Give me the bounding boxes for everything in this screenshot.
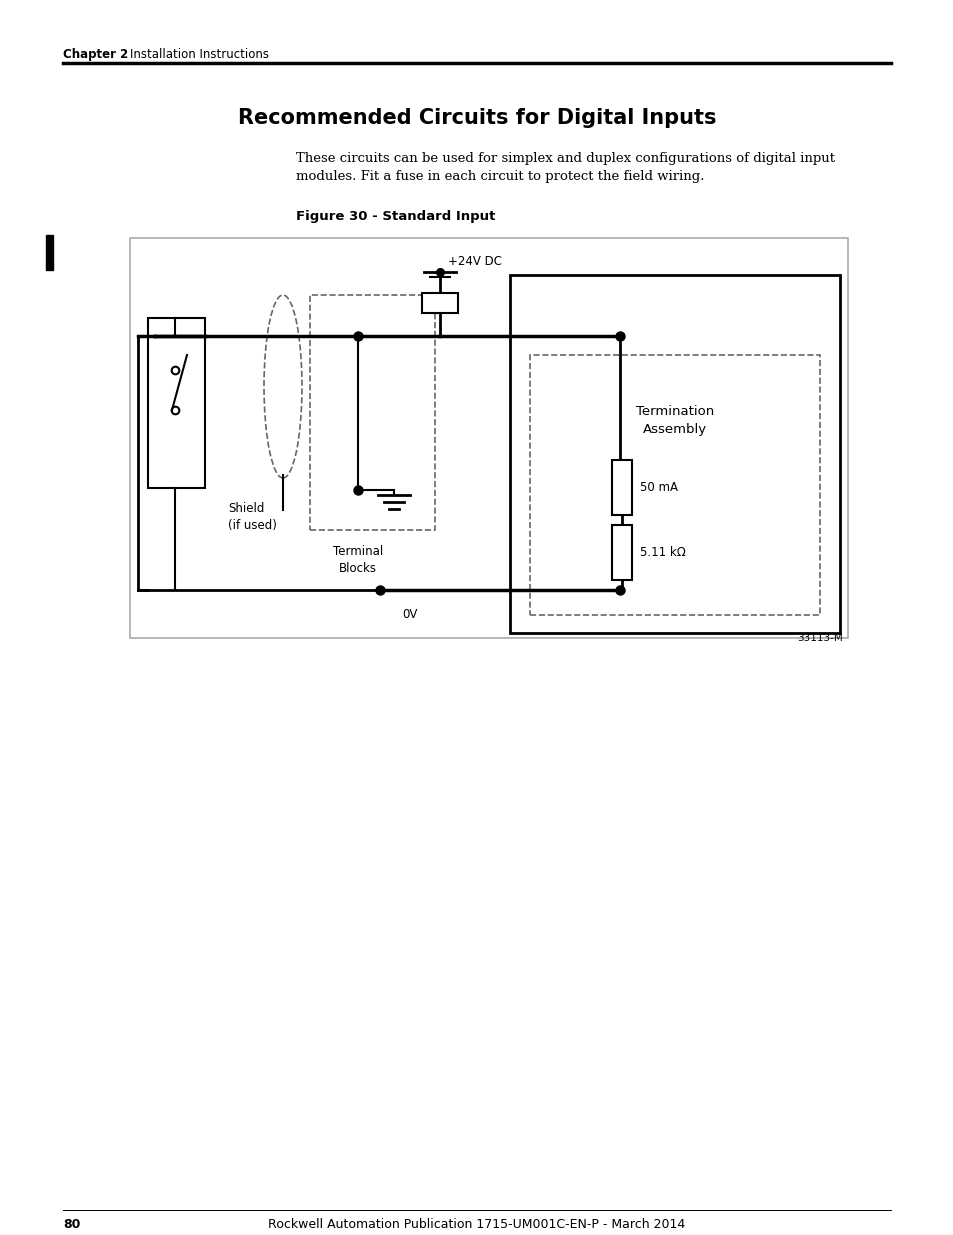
Text: Termination
Assembly: Termination Assembly [636, 405, 714, 436]
Bar [310, 295, 435, 530]
Text: Terminal
Blocks: Terminal Blocks [333, 545, 383, 576]
Text: 80: 80 [63, 1218, 80, 1231]
Bar [46, 235, 53, 270]
Text: Installation Instructions: Installation Instructions [130, 48, 269, 61]
Text: modules. Fit a fuse in each circuit to protect the field wiring.: modules. Fit a fuse in each circuit to p… [295, 170, 703, 183]
Bar [612, 525, 631, 580]
Bar [612, 459, 631, 515]
Bar [421, 293, 457, 312]
Text: Figure 30 - Standard Input: Figure 30 - Standard Input [295, 210, 495, 224]
Text: Shield
(if used): Shield (if used) [228, 501, 276, 532]
Bar [148, 317, 205, 488]
Text: 33113-M: 33113-M [797, 634, 842, 643]
Bar [530, 354, 820, 615]
Text: 0V: 0V [402, 608, 417, 621]
Text: Rockwell Automation Publication 1715-UM001C-EN-P - March 2014: Rockwell Automation Publication 1715-UM0… [268, 1218, 685, 1231]
Bar [510, 275, 840, 634]
Text: Recommended Circuits for Digital Inputs: Recommended Circuits for Digital Inputs [237, 107, 716, 128]
Text: 50 mA: 50 mA [639, 480, 678, 494]
Text: Chapter 2: Chapter 2 [63, 48, 128, 61]
Text: +24V DC: +24V DC [448, 254, 501, 268]
Text: These circuits can be used for simplex and duplex configurations of digital inpu: These circuits can be used for simplex a… [295, 152, 834, 165]
Bar [130, 238, 847, 638]
Text: 5.11 kΩ: 5.11 kΩ [639, 546, 685, 559]
